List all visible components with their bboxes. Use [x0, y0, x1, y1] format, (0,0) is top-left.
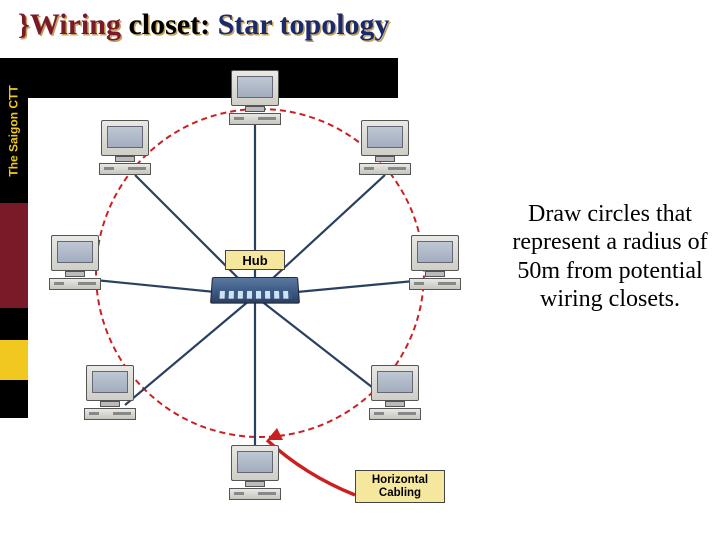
title-brace: }	[18, 8, 30, 41]
title-word-2: closet:	[128, 8, 210, 41]
title-word-1: Wiring	[30, 8, 121, 41]
hc-arrow-head	[267, 428, 283, 440]
computer-node-7	[365, 365, 425, 425]
slide-title: }Wiring closet: Star topology	[18, 8, 390, 42]
computer-node-6	[80, 365, 140, 425]
computer-node-8	[225, 445, 285, 505]
star-topology-diagram: Hub Horizontal Cabling	[55, 80, 485, 530]
sidebar-stripe-black-3	[0, 380, 28, 418]
sidebar-label: The Saigon CTT	[7, 85, 21, 176]
cable-6	[125, 300, 250, 405]
title-word-3: Star topology	[218, 8, 390, 41]
sidebar-stripe-yellow	[0, 340, 28, 380]
horizontal-cabling-label: Horizontal Cabling	[355, 470, 445, 503]
sidebar-stripe-red	[0, 203, 28, 308]
computer-node-1	[225, 70, 285, 130]
hub-label: Hub	[225, 250, 285, 270]
computer-node-2	[95, 120, 155, 180]
computer-node-5	[405, 235, 465, 295]
hub: Hub	[205, 250, 305, 304]
sidebar-tab: The Saigon CTT	[0, 58, 28, 203]
hub-device-icon	[210, 277, 300, 304]
sidebar-stripe-black-2	[0, 308, 28, 340]
body-text: Draw circles that represent a radius of …	[500, 200, 720, 313]
computer-node-4	[45, 235, 105, 295]
computer-node-3	[355, 120, 415, 180]
